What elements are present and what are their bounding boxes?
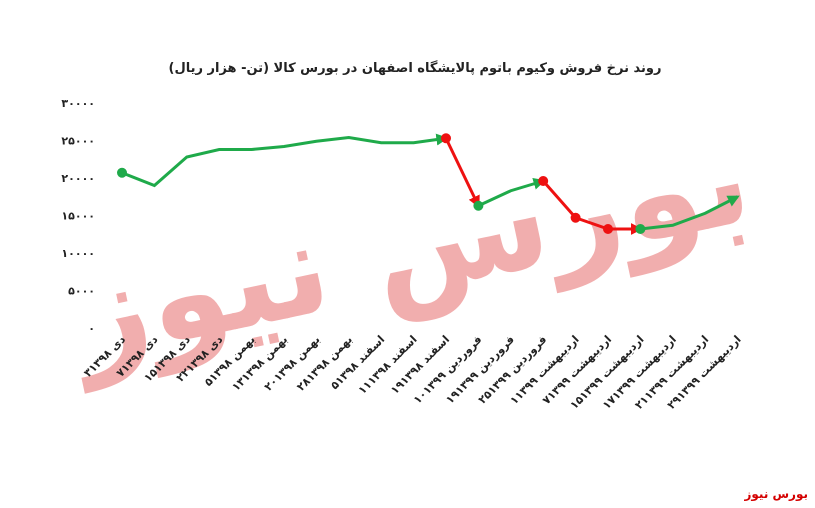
line <box>477 178 546 208</box>
point <box>473 200 484 211</box>
footer: بورس نیوز <box>743 487 808 502</box>
y-tick-label: ۵۰۰۰ <box>68 285 95 298</box>
y-tick-label: ۰ <box>88 322 95 335</box>
line <box>542 180 643 235</box>
point <box>570 212 581 223</box>
point <box>117 167 127 178</box>
line <box>444 137 480 208</box>
point <box>441 133 451 144</box>
point <box>603 224 613 234</box>
point <box>538 176 549 186</box>
point <box>635 224 646 234</box>
y-tick-label: ۳۰۰۰۰ <box>61 97 95 110</box>
y-tick-label: ۱۰۰۰۰ <box>61 247 95 260</box>
line <box>121 133 449 188</box>
y-tick-label: ۱۵۰۰۰ <box>61 210 95 223</box>
y-tick-label: ۲۵۰۰۰ <box>61 135 95 148</box>
y-tick-label: ۲۰۰۰۰ <box>61 172 95 185</box>
line <box>640 195 740 231</box>
chart-title: روند نرخ فروش وکیوم باتوم پالایشگاه اصفه… <box>169 60 662 76</box>
